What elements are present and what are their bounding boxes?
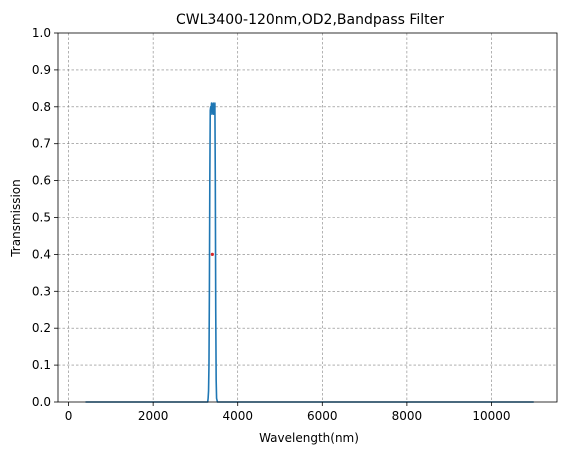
y-tick-label: 0.7 (32, 137, 51, 151)
series-line (85, 102, 534, 403)
x-tick-label: 6000 (307, 409, 338, 423)
y-axis-label: Transmission (9, 179, 23, 258)
y-tick-label: 0.0 (32, 395, 51, 409)
y-tick-label: 0.9 (32, 63, 51, 77)
y-tick-label: 0.1 (32, 358, 51, 372)
marker-layer (210, 252, 214, 256)
x-tick-label: 0 (65, 409, 73, 423)
y-tick-label: 1.0 (32, 26, 51, 40)
y-axis-ticks: 0.0 0.1 0.2 0.3 0.4 0.5 0.6 0.7 0.8 0.9 1.0 (32, 26, 58, 409)
x-tick-label: 2000 (138, 409, 169, 423)
grid (58, 33, 557, 402)
y-tick-label: 0.3 (32, 284, 51, 298)
y-tick-label: 0.5 (32, 211, 51, 225)
data-point-marker (210, 252, 214, 256)
chart-title: CWL3400-120nm,OD2,Bandpass Filter (176, 12, 444, 28)
series-layer (85, 102, 534, 403)
y-tick-label: 0.4 (32, 247, 51, 261)
x-tick-label: 4000 (222, 409, 253, 423)
y-tick-label: 0.2 (32, 321, 51, 335)
x-tick-label: 8000 (392, 409, 423, 423)
x-tick-label: 10000 (472, 409, 510, 423)
x-axis-label: Wavelength(nm) (259, 431, 359, 445)
y-tick-label: 0.6 (32, 174, 51, 188)
x-axis-ticks: 0 2000 4000 6000 8000 10000 (65, 402, 511, 423)
y-tick-label: 0.8 (32, 100, 51, 114)
